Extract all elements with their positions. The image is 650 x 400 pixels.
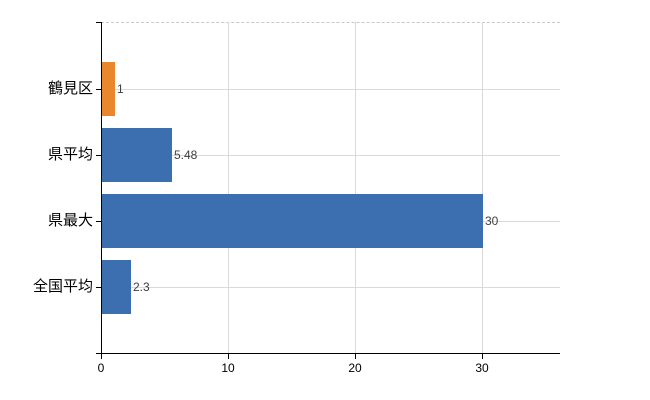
- x-axis: [96, 353, 560, 354]
- bar: [102, 194, 483, 248]
- value-label: 1: [117, 82, 124, 96]
- gridline-vertical: [355, 22, 356, 353]
- x-tick-mark: [101, 353, 102, 359]
- value-label: 30: [485, 214, 499, 228]
- x-tick-label: 0: [97, 361, 105, 375]
- bar: [102, 260, 131, 314]
- y-tick-mark: [96, 155, 102, 156]
- y-axis: [101, 22, 102, 353]
- x-tick-label: 10: [221, 361, 235, 375]
- y-tick-mark: [96, 22, 102, 23]
- bar: [102, 62, 115, 116]
- top-dashed-gridline: [101, 22, 560, 23]
- value-label: 2.3: [133, 280, 150, 294]
- y-tick-mark: [96, 89, 102, 90]
- gridline-horizontal: [102, 89, 560, 90]
- category-label: 全国平均: [32, 278, 93, 295]
- category-label: 県最大: [47, 212, 93, 229]
- y-tick-mark: [96, 221, 102, 222]
- gridline-vertical: [482, 22, 483, 353]
- bar: [102, 128, 172, 182]
- category-label: 県平均: [47, 146, 93, 163]
- x-tick-mark: [482, 353, 483, 359]
- gridline-vertical: [228, 22, 229, 353]
- category-label: 鶴見区: [47, 80, 93, 97]
- x-tick-label: 20: [348, 361, 362, 375]
- y-tick-mark: [96, 287, 102, 288]
- gridline-horizontal: [102, 155, 560, 156]
- gridline-horizontal: [102, 287, 560, 288]
- x-tick-label: 30: [475, 361, 489, 375]
- value-label: 5.48: [174, 148, 198, 162]
- x-tick-mark: [355, 353, 356, 359]
- x-tick-mark: [228, 353, 229, 359]
